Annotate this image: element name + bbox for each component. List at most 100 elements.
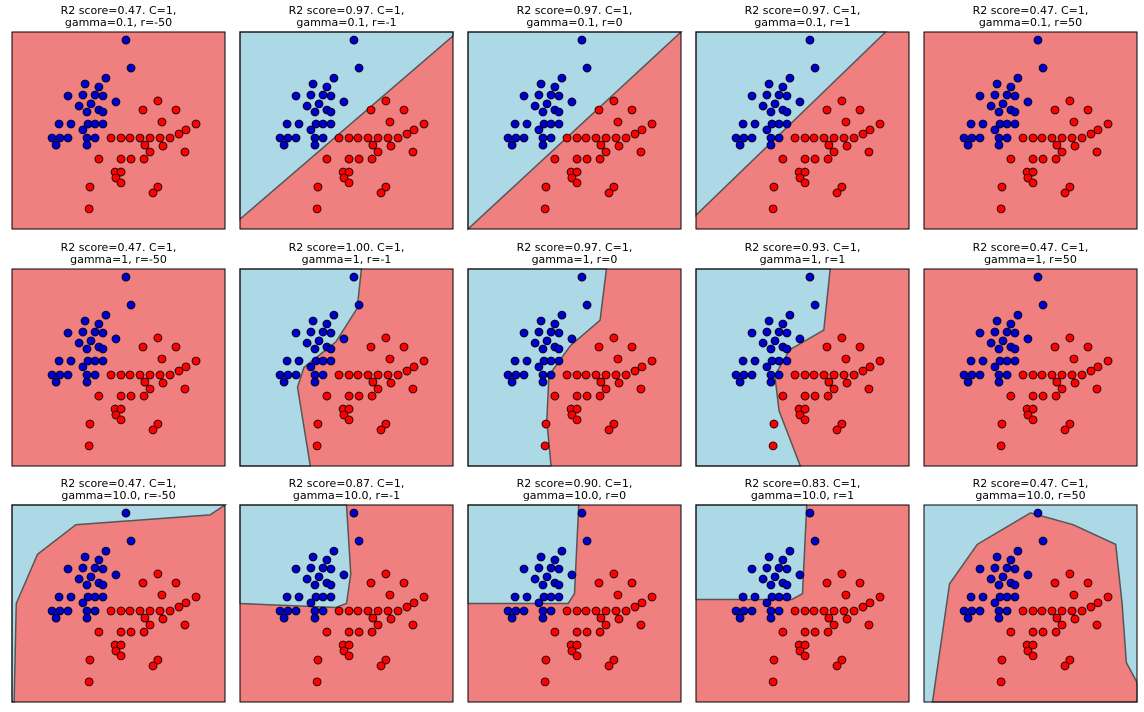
point bbox=[138, 342, 148, 352]
point bbox=[157, 590, 167, 600]
chart-title: R2 score=0.90. C=1, bbox=[517, 477, 633, 490]
point bbox=[344, 133, 354, 143]
point bbox=[121, 272, 131, 282]
point bbox=[1033, 508, 1043, 518]
point bbox=[800, 178, 810, 188]
point bbox=[829, 384, 839, 394]
point bbox=[823, 391, 833, 401]
point bbox=[308, 79, 318, 89]
point bbox=[1086, 129, 1096, 139]
point bbox=[998, 99, 1008, 109]
point bbox=[768, 677, 778, 687]
point bbox=[805, 272, 815, 282]
point bbox=[582, 536, 592, 546]
point bbox=[1023, 570, 1033, 580]
point bbox=[774, 119, 784, 129]
point bbox=[148, 188, 158, 198]
point bbox=[581, 370, 591, 380]
point bbox=[766, 377, 776, 387]
point bbox=[534, 125, 544, 135]
point bbox=[582, 300, 592, 310]
point bbox=[78, 125, 88, 135]
point bbox=[1002, 592, 1012, 602]
point bbox=[153, 655, 163, 665]
axes-frame bbox=[239, 504, 454, 703]
point bbox=[354, 536, 364, 546]
point bbox=[145, 384, 155, 394]
point bbox=[992, 79, 1002, 89]
point bbox=[51, 377, 61, 387]
point bbox=[975, 91, 985, 101]
point bbox=[1010, 356, 1020, 366]
point bbox=[94, 391, 104, 401]
subplot: R2 score=1.00. C=1,gamma=1, r=-1 bbox=[239, 241, 454, 467]
chart-title: gamma=10.0, r=-1 bbox=[293, 489, 400, 502]
point bbox=[855, 578, 865, 588]
subplot: R2 score=0.87. C=1,gamma=10.0, r=-1 bbox=[239, 477, 454, 703]
point bbox=[373, 620, 383, 630]
point bbox=[534, 90, 544, 100]
point bbox=[180, 384, 190, 394]
point bbox=[126, 63, 136, 73]
point bbox=[180, 620, 190, 630]
point bbox=[84, 204, 94, 214]
point bbox=[82, 344, 92, 354]
point bbox=[572, 370, 582, 380]
point bbox=[409, 125, 419, 135]
point bbox=[139, 391, 149, 401]
point bbox=[373, 606, 383, 616]
point bbox=[519, 606, 529, 616]
point bbox=[180, 147, 190, 157]
point bbox=[279, 140, 289, 150]
background-region bbox=[12, 269, 225, 466]
point bbox=[318, 563, 328, 573]
axes-frame bbox=[923, 504, 1138, 703]
point bbox=[554, 356, 564, 366]
point bbox=[1038, 63, 1048, 73]
point bbox=[291, 91, 301, 101]
chart-title: R2 score=0.97. C=1, bbox=[517, 241, 633, 254]
point bbox=[90, 133, 100, 143]
point bbox=[1002, 90, 1012, 100]
point bbox=[1052, 140, 1062, 150]
point bbox=[963, 377, 973, 387]
point bbox=[858, 129, 868, 139]
point bbox=[997, 655, 1007, 665]
point bbox=[54, 119, 64, 129]
point bbox=[546, 592, 556, 602]
point bbox=[291, 370, 301, 380]
point bbox=[541, 655, 551, 665]
point bbox=[94, 82, 104, 92]
point bbox=[778, 627, 788, 637]
point bbox=[572, 391, 582, 401]
point bbox=[994, 107, 1004, 117]
point bbox=[174, 129, 184, 139]
point bbox=[994, 140, 1004, 150]
point bbox=[554, 580, 564, 590]
point bbox=[609, 96, 619, 106]
point bbox=[829, 133, 839, 143]
point bbox=[1002, 563, 1012, 573]
point bbox=[986, 101, 996, 111]
point bbox=[1028, 606, 1038, 616]
point bbox=[1028, 154, 1038, 164]
point bbox=[774, 606, 784, 616]
point bbox=[1060, 188, 1070, 198]
point bbox=[408, 620, 418, 630]
point bbox=[90, 592, 100, 602]
point bbox=[1028, 167, 1038, 177]
point bbox=[519, 133, 529, 143]
point bbox=[557, 310, 567, 320]
point bbox=[996, 677, 1006, 687]
chart-title: gamma=0.1, r=1 bbox=[754, 16, 850, 29]
point bbox=[550, 555, 560, 565]
point bbox=[98, 592, 108, 602]
point bbox=[1006, 319, 1016, 329]
point bbox=[98, 91, 108, 101]
point bbox=[782, 592, 792, 602]
point bbox=[399, 578, 409, 588]
point bbox=[55, 606, 65, 616]
point bbox=[596, 140, 606, 150]
point bbox=[383, 606, 393, 616]
point bbox=[306, 362, 316, 372]
